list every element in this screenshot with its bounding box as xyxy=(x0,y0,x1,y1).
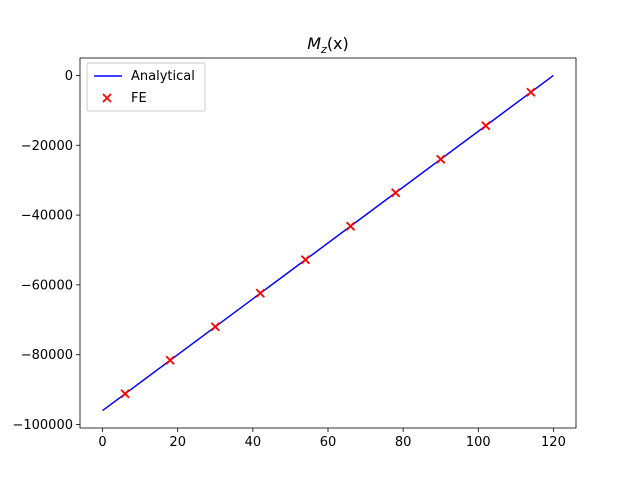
fe-point-10-stroke-b xyxy=(526,87,536,97)
y-tick-label-3: −60000 xyxy=(21,278,73,293)
fe-point-6-stroke-b xyxy=(345,221,356,231)
fe-point-9 xyxy=(481,121,491,131)
legend-label-analytical: Analytical xyxy=(131,69,195,84)
fe-point-1-stroke-b xyxy=(120,389,130,399)
fe-point-1 xyxy=(120,389,130,399)
chart-title-rest: (x) xyxy=(327,34,349,53)
legend-fe-x xyxy=(102,93,112,103)
plot-area xyxy=(102,74,554,412)
legend: Analytical FE xyxy=(86,62,206,112)
x-tick-label-20: 20 xyxy=(169,435,186,450)
y-tick-label-5: −100000 xyxy=(12,418,73,433)
legend-label-fe: FE xyxy=(131,91,147,106)
fe-point-4 xyxy=(255,288,266,298)
legend-fe-x-stroke-b xyxy=(102,93,112,103)
fe-point-6 xyxy=(345,221,356,231)
series-line-analytical xyxy=(102,74,554,412)
chart-title-subscript: z xyxy=(320,43,327,56)
fe-point-3-stroke-b xyxy=(210,322,220,332)
axes: 0 20 40 60 80 100 120 0 −20000 −40000 −60000 −80000… xyxy=(12,57,577,450)
fe-point-10 xyxy=(526,87,536,97)
y-tick-label-2: −40000 xyxy=(21,209,73,224)
fe-point-9-stroke-b xyxy=(481,121,491,131)
fe-point-4-stroke-b xyxy=(255,288,266,298)
x-tick-label-40: 40 xyxy=(245,435,262,450)
legend-x-marker xyxy=(102,93,112,103)
x-tick-label-80: 80 xyxy=(395,435,412,450)
x-tick-label-60: 60 xyxy=(320,435,337,450)
fe-point-3 xyxy=(210,322,220,332)
x-tick-label-120: 120 xyxy=(541,435,566,450)
x-tick-label-0: 0 xyxy=(98,435,106,450)
y-tick-label-1: −20000 xyxy=(21,139,73,154)
fe-point-5 xyxy=(300,255,311,265)
legend-box xyxy=(86,62,206,112)
fe-point-2-stroke-b xyxy=(165,355,175,365)
fe-point-5-stroke-b xyxy=(300,255,311,265)
fe-point-8 xyxy=(436,154,446,164)
chart-title-main: M xyxy=(307,34,321,53)
fe-point-7-stroke-b xyxy=(390,188,401,198)
y-tick-label-4: −80000 xyxy=(21,348,73,363)
chart-title: Mz(x) xyxy=(307,34,349,56)
x-tick-label-100: 100 xyxy=(466,435,491,450)
fe-point-8-stroke-b xyxy=(436,154,446,164)
y-tick-label-0: 0 xyxy=(65,69,73,84)
fe-point-7 xyxy=(390,188,401,198)
fe-point-2 xyxy=(165,355,175,365)
